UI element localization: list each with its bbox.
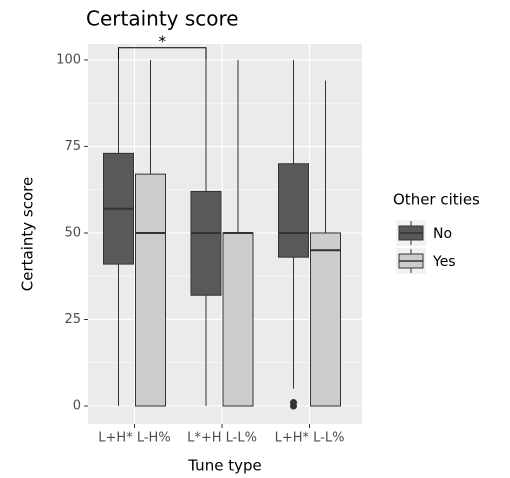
- y-tick-label: 50: [64, 225, 81, 240]
- legend-title: Other cities: [393, 191, 480, 209]
- y-tick-label: 100: [56, 52, 81, 67]
- y-tick-label: 75: [64, 139, 81, 154]
- outlier: [290, 399, 297, 407]
- significance-label: *: [159, 32, 167, 50]
- y-tick-label: 0: [73, 399, 81, 414]
- legend-label: Yes: [432, 254, 456, 270]
- x-tick-label: L+H* L-L%: [275, 431, 345, 446]
- x-axis-label: Tune type: [187, 457, 261, 475]
- box: [278, 163, 309, 258]
- box: [190, 190, 222, 296]
- box: [310, 232, 341, 407]
- legend-label: No: [433, 226, 452, 242]
- chart-title: Certainty score: [86, 7, 239, 31]
- box: [222, 232, 254, 407]
- y-tick-label: 25: [64, 312, 81, 327]
- significance-bracket: [118, 47, 207, 60]
- box: [135, 173, 166, 407]
- y-axis-label: Certainty score: [19, 177, 37, 291]
- x-tick-label: L*+H L-L%: [187, 431, 257, 446]
- x-tick-label: L+H* L-H%: [98, 431, 170, 446]
